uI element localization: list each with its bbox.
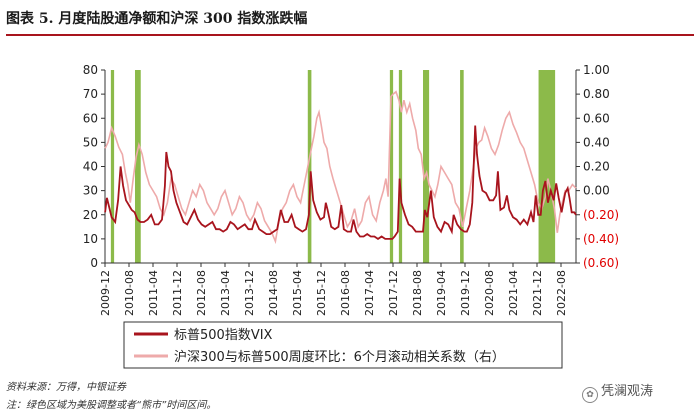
- left-tick-label: 30: [83, 184, 98, 198]
- shaded-region-2: [134, 70, 141, 263]
- x-tick-label: 2012-08: [195, 270, 208, 316]
- right-tick-label: 1.00: [583, 63, 610, 77]
- right-tick-label: 0.00: [583, 184, 610, 198]
- x-tick-label: 2015-12: [315, 270, 328, 316]
- series-correlation-line: [104, 90, 577, 245]
- x-tick-label: 2016-08: [339, 270, 352, 316]
- x-tick-label: 2013-12: [243, 270, 256, 316]
- right-tick-label: (0.20): [583, 208, 619, 222]
- left-tick-label: 10: [83, 232, 98, 246]
- right-tick-label: 0.20: [583, 160, 610, 174]
- legend: 标普500指数VIX 沪深300与标普500周度环比：6个月滚动相关系数（右）: [123, 321, 563, 369]
- left-tick-label: 20: [83, 208, 98, 222]
- shaded-region-7: [460, 70, 464, 263]
- figure-title: 图表 5. 月度陆股通净额和沪深 300 指数涨跌幅: [6, 11, 308, 27]
- x-tick-label: 2021-04: [507, 270, 520, 316]
- x-tick-label: 2017-12: [387, 270, 400, 316]
- wechat-icon: ✿: [582, 387, 598, 403]
- title-divider: [6, 34, 694, 36]
- x-tick-label: 2019-04: [435, 270, 448, 316]
- source-note: 资料来源：万得，中银证券: [6, 382, 126, 393]
- shaded-region-3: [307, 70, 312, 263]
- shaded-region-4: [389, 70, 394, 263]
- x-tick-label: 2019-12: [459, 270, 472, 316]
- x-tick-label: 2011-04: [147, 270, 160, 316]
- x-tick-label: 2021-12: [531, 270, 544, 316]
- ticks: 0 10 20 30 40 50 60 70 80 (0.60) (0.40) (0.20) 0.00 0…: [83, 63, 619, 316]
- right-tick-label: 0.80: [583, 87, 610, 101]
- shaded-regions: [110, 70, 556, 263]
- x-tick-label: 2015-04: [291, 270, 304, 316]
- x-tick-label: 2017-04: [363, 270, 376, 316]
- right-tick-label: (0.40): [583, 232, 619, 246]
- left-tick-label: 80: [83, 63, 98, 77]
- legend-label-vix: 标普500指数VIX: [174, 328, 273, 343]
- right-tick-label: 0.40: [583, 135, 610, 149]
- footnote: 注：绿色区域为美股调整或者“熊市”时间区间。: [6, 400, 217, 411]
- x-tick-label: 2009-12: [99, 270, 112, 316]
- watermark: ✿ 凭澜观涛: [582, 380, 653, 403]
- series-vix-line: [104, 125, 577, 240]
- right-tick-label: (0.60): [583, 256, 619, 270]
- chart: 0 10 20 30 40 50 60 70 80 (0.60) (0.40) (0.20) 0.00 0…: [83, 63, 619, 369]
- left-tick-label: 50: [83, 135, 98, 149]
- series-lines: [104, 90, 577, 245]
- x-tick-label: 2014-08: [267, 270, 280, 316]
- axes: [104, 70, 577, 264]
- watermark-text: 凭澜观涛: [601, 384, 654, 399]
- shaded-region-6: [422, 70, 430, 263]
- legend-label-correlation: 沪深300与标普500周度环比：6个月滚动相关系数（右）: [174, 349, 505, 365]
- shaded-region-8: [538, 70, 556, 263]
- left-tick-label: 60: [83, 111, 98, 125]
- shaded-region-1: [110, 70, 115, 263]
- left-tick-label: 70: [83, 87, 98, 101]
- x-tick-label: 2020-08: [483, 270, 496, 316]
- x-tick-label: 2022-08: [555, 270, 568, 316]
- left-tick-label: 40: [83, 160, 98, 174]
- x-tick-label: 2013-04: [219, 270, 232, 316]
- x-tick-label: 2011-12: [171, 270, 184, 316]
- shaded-region-5: [398, 70, 403, 263]
- x-tick-label: 2010-08: [123, 270, 136, 316]
- right-tick-label: 0.60: [583, 111, 610, 125]
- left-tick-label: 0: [90, 256, 98, 270]
- legend-box: [123, 321, 563, 369]
- x-tick-label: 2018-08: [411, 270, 424, 316]
